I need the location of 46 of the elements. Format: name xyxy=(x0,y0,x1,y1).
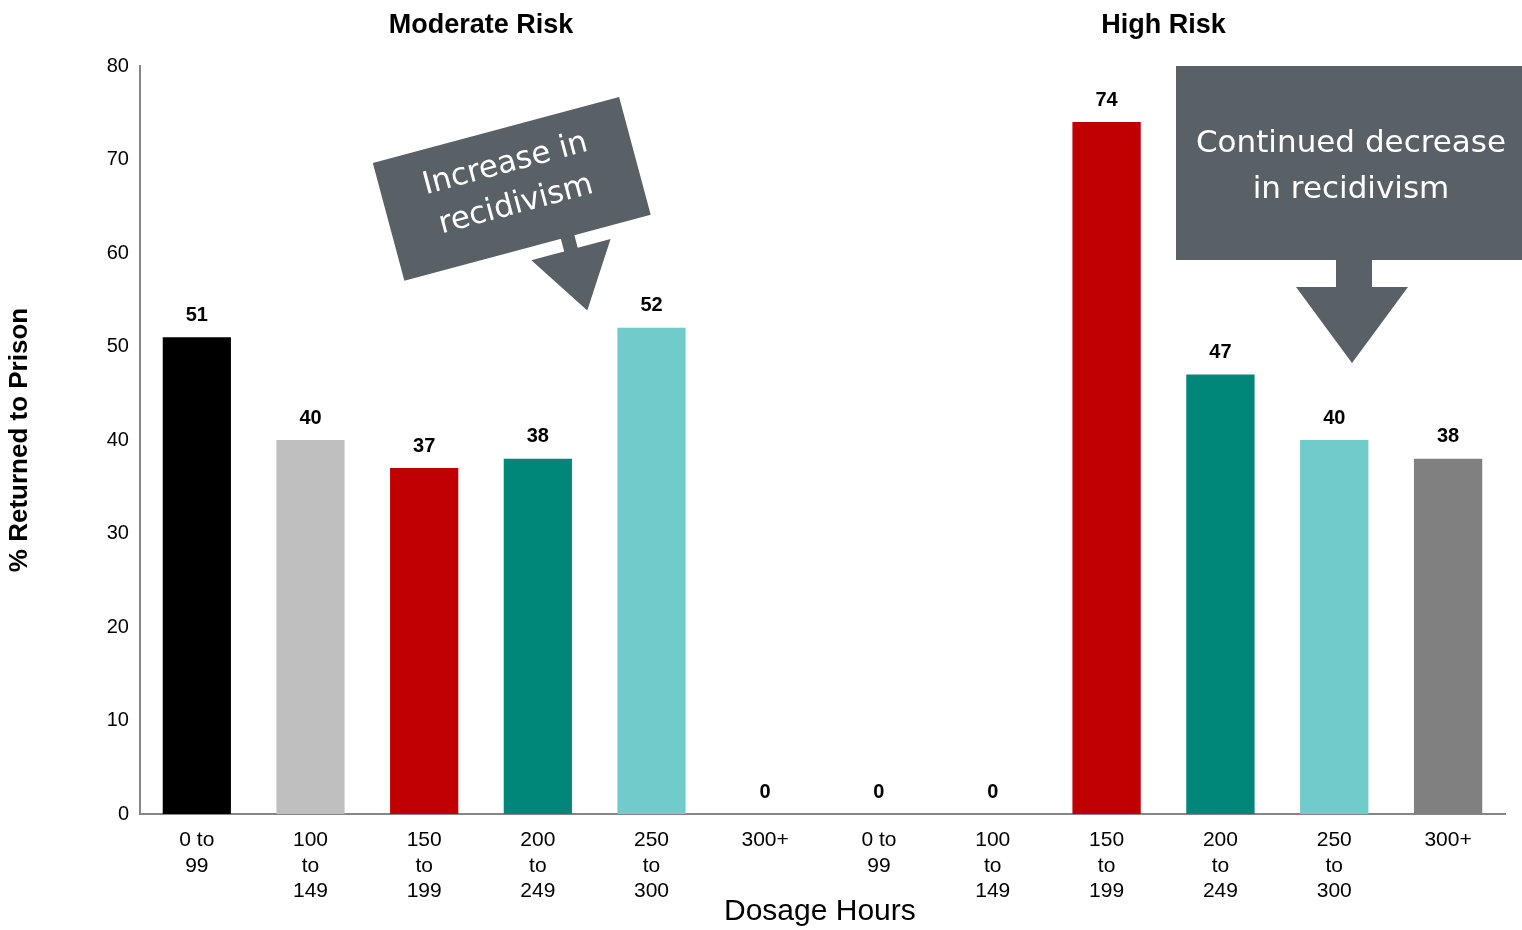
bar xyxy=(1072,122,1141,814)
x-tick-label: 300+ xyxy=(741,827,789,851)
data-label: 0 xyxy=(759,779,771,802)
bar xyxy=(162,337,231,814)
x-tick-label: 0 to 99 xyxy=(179,827,215,876)
chart-title: Moderate Risk xyxy=(388,9,575,40)
bar xyxy=(1186,374,1255,814)
x-axis-title: Dosage Hours xyxy=(724,893,916,927)
x-tick-label: 200 to 249 xyxy=(520,827,556,901)
x-tick-label: 100 to 149 xyxy=(975,827,1011,901)
data-label: 0 xyxy=(873,779,885,802)
bar xyxy=(276,440,345,814)
data-label: 37 xyxy=(413,433,436,456)
x-tick-label: 100 to 149 xyxy=(292,827,329,901)
y-tick-label: 50 xyxy=(106,334,129,357)
y-axis-title: % Returned to Prison xyxy=(2,307,33,573)
y-tick-label: 70 xyxy=(106,147,129,170)
x-tick-label: 200 to 249 xyxy=(1202,827,1238,901)
x-tick-label: 0 to 99 xyxy=(861,827,897,876)
data-label: 0 xyxy=(987,779,999,802)
bar xyxy=(617,327,686,814)
x-tick-label: 250 to 300 xyxy=(1316,827,1352,901)
x-tick-label: 150 to 199 xyxy=(1089,827,1125,901)
data-label: 47 xyxy=(1209,340,1232,363)
y-tick-label: 60 xyxy=(106,240,129,263)
y-tick-label: 10 xyxy=(106,708,129,731)
data-label: 52 xyxy=(640,293,663,316)
annotation: Continued decrease in recidivism xyxy=(1194,122,1508,207)
data-label: 38 xyxy=(526,424,549,447)
bar xyxy=(390,468,459,814)
y-tick-label: 80 xyxy=(106,53,129,76)
y-tick-label: 0 xyxy=(117,801,129,824)
data-label: 74 xyxy=(1095,87,1119,110)
chart-title: High Risk xyxy=(1101,9,1227,40)
bar xyxy=(503,458,572,814)
data-label: 40 xyxy=(1323,405,1346,428)
y-tick-label: 30 xyxy=(106,521,129,544)
x-tick-label: 300+ xyxy=(1424,827,1472,851)
data-label: 40 xyxy=(299,405,322,428)
x-tick-label: 150 to 199 xyxy=(406,827,442,901)
y-tick-label: 40 xyxy=(106,427,129,450)
data-label: 38 xyxy=(1436,424,1460,447)
y-tick-label: 20 xyxy=(106,614,129,637)
bar xyxy=(1300,440,1369,814)
x-tick-label: 250 to 300 xyxy=(633,827,670,901)
data-label: 51 xyxy=(185,302,208,325)
